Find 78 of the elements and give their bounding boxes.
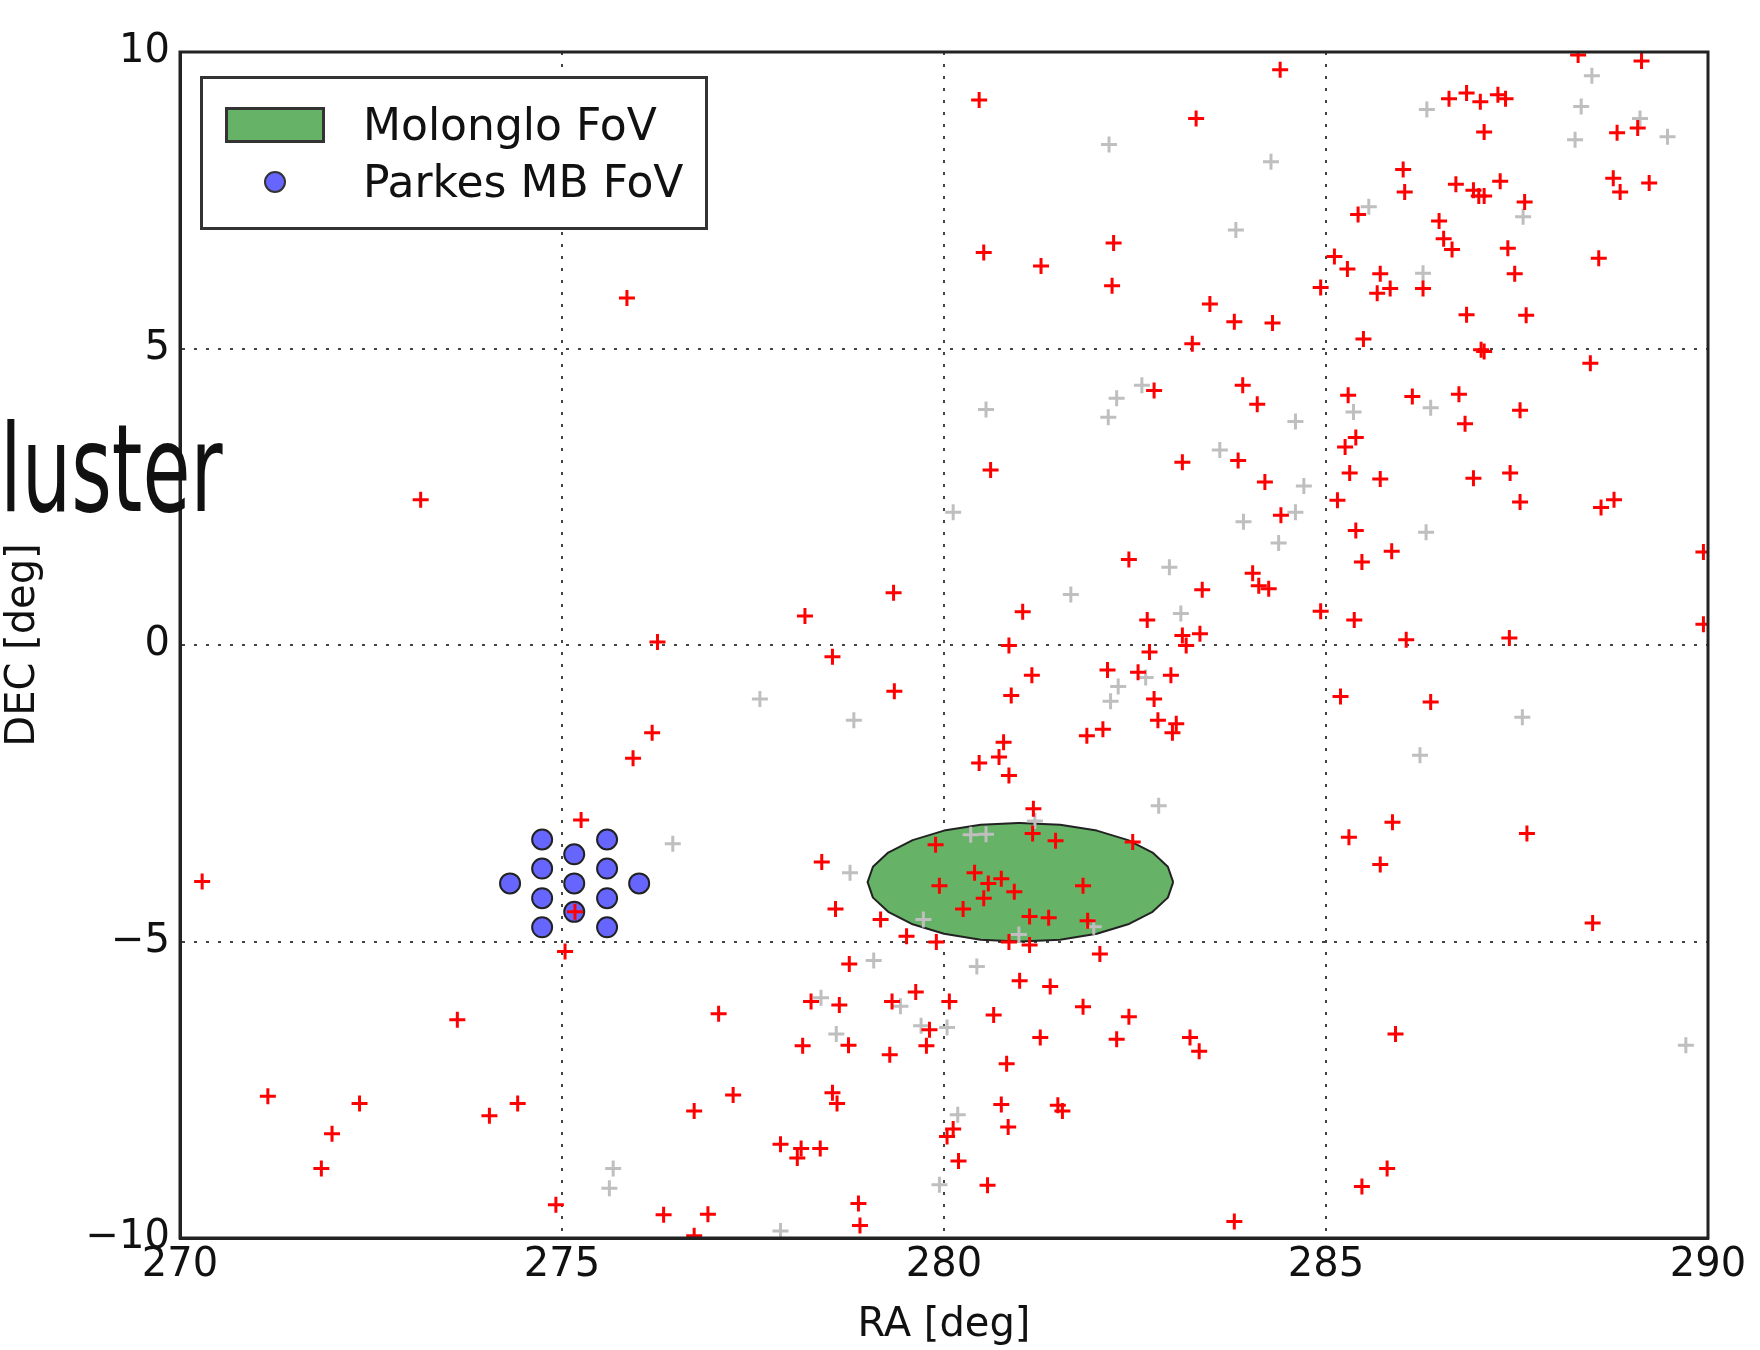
point bbox=[1285, 411, 1305, 431]
point bbox=[826, 1024, 846, 1044]
point bbox=[844, 710, 864, 730]
point bbox=[771, 1221, 790, 1238]
y-tick-label: −5 bbox=[111, 914, 170, 961]
point bbox=[1285, 502, 1305, 522]
point bbox=[948, 1105, 968, 1125]
point bbox=[563, 843, 586, 866]
point bbox=[937, 1017, 957, 1037]
point bbox=[1261, 152, 1281, 172]
point bbox=[811, 988, 831, 1008]
point bbox=[1565, 130, 1585, 150]
point bbox=[840, 863, 860, 883]
legend-label: Parkes MB FoV bbox=[363, 156, 684, 207]
point bbox=[596, 887, 619, 910]
point bbox=[1226, 220, 1246, 240]
point bbox=[603, 1159, 623, 1179]
point bbox=[961, 825, 981, 845]
point bbox=[531, 857, 554, 880]
point bbox=[1061, 585, 1081, 605]
point bbox=[596, 916, 619, 939]
point bbox=[967, 956, 987, 976]
point bbox=[943, 502, 963, 522]
point bbox=[1421, 398, 1441, 418]
point bbox=[596, 857, 619, 880]
point bbox=[1107, 388, 1127, 408]
point bbox=[1149, 796, 1169, 816]
point bbox=[1413, 263, 1433, 283]
point bbox=[1417, 100, 1437, 120]
point bbox=[499, 872, 522, 895]
x-tick-label: 280 bbox=[905, 1239, 983, 1286]
point bbox=[563, 872, 586, 895]
point bbox=[628, 872, 651, 895]
point bbox=[531, 828, 554, 851]
point bbox=[1513, 207, 1533, 227]
point bbox=[1171, 604, 1191, 624]
point bbox=[864, 950, 884, 970]
point bbox=[976, 400, 996, 420]
point bbox=[1582, 66, 1602, 86]
point bbox=[1359, 197, 1379, 217]
point bbox=[913, 910, 933, 930]
y-tick-label: 0 bbox=[144, 618, 170, 665]
point bbox=[1269, 533, 1289, 553]
point bbox=[596, 828, 619, 851]
point bbox=[976, 824, 996, 844]
point bbox=[1416, 522, 1436, 542]
point bbox=[1410, 745, 1430, 765]
x-tick-label: 285 bbox=[1287, 1239, 1365, 1286]
point bbox=[1658, 127, 1678, 147]
point bbox=[1233, 512, 1253, 532]
point bbox=[1132, 375, 1152, 395]
legend-label: Molonglo FoV bbox=[363, 99, 657, 150]
point bbox=[1101, 691, 1121, 711]
point bbox=[1630, 108, 1650, 128]
point bbox=[1571, 97, 1591, 117]
point bbox=[1098, 407, 1118, 427]
x-tick-label: 290 bbox=[1669, 1239, 1747, 1286]
point bbox=[1294, 476, 1314, 496]
point bbox=[531, 916, 554, 939]
point bbox=[1009, 924, 1029, 944]
point bbox=[1344, 402, 1363, 422]
point bbox=[929, 1175, 949, 1195]
point bbox=[750, 689, 770, 709]
point bbox=[599, 1178, 619, 1198]
point bbox=[1512, 707, 1532, 727]
point bbox=[1025, 811, 1045, 831]
y-tick-label: 10 bbox=[119, 25, 170, 72]
y-tick-label: 5 bbox=[144, 321, 170, 368]
point bbox=[1099, 135, 1119, 155]
point bbox=[663, 834, 683, 854]
x-tick-label: 275 bbox=[523, 1239, 601, 1286]
x-axis-title: RA [deg] bbox=[857, 1299, 1031, 1346]
point bbox=[1676, 1035, 1696, 1055]
point bbox=[1210, 440, 1230, 460]
y-axis-title: DEC [deg] bbox=[0, 543, 44, 747]
point bbox=[531, 887, 554, 910]
point bbox=[1159, 557, 1179, 577]
point bbox=[1108, 677, 1128, 697]
